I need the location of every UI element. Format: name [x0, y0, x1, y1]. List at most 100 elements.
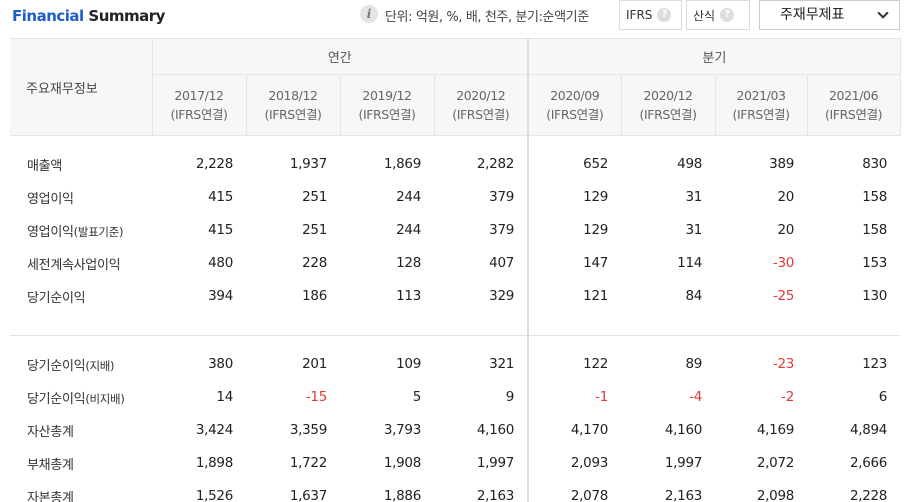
row-label: 자본총계 [10, 480, 152, 502]
table-cell: -15 [305, 389, 327, 405]
table-cell: 123 [862, 356, 888, 372]
row-label-text: 영업이익 [27, 224, 74, 240]
column-header: 2021/06 (IFRS연결) [806, 74, 901, 136]
table-cell: 4,894 [849, 422, 888, 438]
group-quarter-header: 분기 [527, 38, 901, 75]
table-cell: 4,160 [476, 422, 515, 438]
column-basis: (IFRS연결) [546, 107, 604, 122]
column-basis: (IFRS연결) [264, 107, 322, 122]
table-cell: 14 [216, 389, 233, 405]
table-cell: 251 [302, 222, 327, 238]
table-cell: 1,937 [289, 156, 327, 172]
table-row: 부채총계 1,898 1,722 1,908 1,997 2,093 1,997 2,072 2… [10, 446, 900, 480]
row-label-text: 부채총계 [27, 457, 74, 473]
column-basis: (IFRS연결) [825, 107, 883, 122]
title-summary: Summary [88, 7, 165, 25]
statement-type-select[interactable]: 주재무제표 [759, 0, 900, 30]
table-cell: -4 [689, 389, 703, 405]
table-cell: 3,359 [289, 422, 327, 438]
table-cell: -23 [772, 356, 795, 372]
table-row: 세전계속사업이익 480 228 128 407 147 114 -30 153 [10, 246, 900, 280]
table-cell: 1,997 [664, 455, 703, 471]
table-cell: 147 [527, 246, 622, 280]
row-label: 영업이익(발표기준) [10, 214, 152, 247]
column-header: 2020/12 (IFRS연결) [433, 74, 529, 136]
table-cell: 113 [396, 288, 421, 304]
table-cell: 389 [769, 156, 795, 172]
table-cell: 4,170 [527, 413, 622, 447]
table-cell: 201 [302, 356, 327, 372]
table-cell: 121 [527, 279, 622, 313]
table-row: 당기순이익(지배) 380 201 109 321 122 89 -23 123 [10, 347, 900, 381]
column-basis: (IFRS연결) [452, 107, 510, 122]
row-label: 매출액 [10, 148, 152, 181]
formula-toggle-button[interactable]: 산식 ? [686, 0, 750, 30]
table-cell: 130 [862, 288, 888, 304]
column-period: 2021/03 [736, 88, 786, 103]
spacer-row [10, 335, 900, 348]
row-label: 당기순이익(지배) [10, 348, 152, 381]
formula-label: 산식 [693, 8, 716, 23]
column-period: 2021/06 [829, 88, 879, 103]
title-financial: Financial [12, 7, 84, 25]
row-label: 자산총계 [10, 414, 152, 447]
table-cell: 1,869 [383, 156, 421, 172]
table-cell: 415 [208, 222, 233, 238]
table-cell: 244 [396, 222, 421, 238]
table-cell: 122 [527, 347, 622, 381]
table-cell: 379 [489, 222, 515, 238]
unit-text: 단위: 억원, %, 배, 천주, 분기:순액기준 [385, 10, 589, 25]
column-period: 2019/12 [362, 88, 412, 103]
table-cell: 652 [527, 147, 622, 181]
table-cell: 129 [527, 180, 622, 214]
help-icon[interactable]: ? [657, 8, 672, 22]
table-cell: 109 [396, 356, 421, 372]
table-row: 자산총계 3,424 3,359 3,793 4,160 4,170 4,160 4,169 4… [10, 413, 900, 447]
table-cell: 1,908 [383, 455, 421, 471]
table-cell: 2,078 [527, 479, 622, 502]
table-cell: 2,228 [849, 488, 888, 502]
table-cell: 2,163 [664, 488, 703, 502]
table-cell: 2,228 [195, 156, 233, 172]
table-cell: 244 [396, 189, 421, 205]
row-label-qualifier: (발표기준) [73, 224, 124, 239]
table-cell: 128 [396, 255, 421, 271]
ifrs-toggle-button[interactable]: IFRS ? [619, 0, 682, 30]
column-period: 2018/12 [268, 88, 318, 103]
table-cell: 3,793 [383, 422, 421, 438]
table-cell: 329 [489, 288, 515, 304]
column-basis: (IFRS연결) [732, 107, 790, 122]
table-cell: 407 [489, 255, 515, 271]
table-cell: 4,160 [664, 422, 703, 438]
ifrs-label: IFRS [626, 8, 653, 22]
table-row: 매출액 2,228 1,937 1,869 2,282 652 498 389 830 [10, 147, 900, 181]
table-cell: -2 [781, 389, 795, 405]
info-icon[interactable]: i [360, 5, 378, 23]
table-cell: 153 [862, 255, 888, 271]
table-cell: -25 [772, 288, 795, 304]
row-label-text: 자산총계 [27, 424, 74, 440]
table-cell: 5 [412, 389, 422, 405]
table-cell: -1 [527, 380, 622, 414]
row-label-text: 매출액 [27, 158, 62, 174]
table-cell: 2,072 [756, 455, 795, 471]
table-cell: 1,637 [289, 488, 327, 502]
financial-summary-table: 주요재무정보 연간 분기 2017/12 (IFRS연결) 2018/12 (IFRS… [10, 38, 901, 502]
table-cell: 228 [302, 255, 327, 271]
table-cell: 498 [677, 156, 703, 172]
help-icon[interactable]: ? [720, 8, 735, 22]
column-header: 2021/03 (IFRS연결) [714, 74, 808, 136]
column-basis: (IFRS연결) [639, 107, 697, 122]
spacer-row [10, 135, 900, 148]
column-header: 2020/12 (IFRS연결) [620, 74, 716, 136]
page-title: Financial Summary [12, 7, 165, 25]
table-cell: 830 [862, 156, 888, 172]
row-label: 당기순이익(비지배) [10, 381, 152, 414]
table-cell: 20 [777, 222, 795, 238]
row-label: 부채총계 [10, 447, 152, 480]
table-cell: 158 [862, 189, 888, 205]
chevron-down-icon [877, 7, 889, 19]
statement-type-value: 주재무제표 [780, 7, 845, 23]
table-cell: 321 [489, 356, 515, 372]
column-header: 2018/12 (IFRS연결) [245, 74, 341, 136]
